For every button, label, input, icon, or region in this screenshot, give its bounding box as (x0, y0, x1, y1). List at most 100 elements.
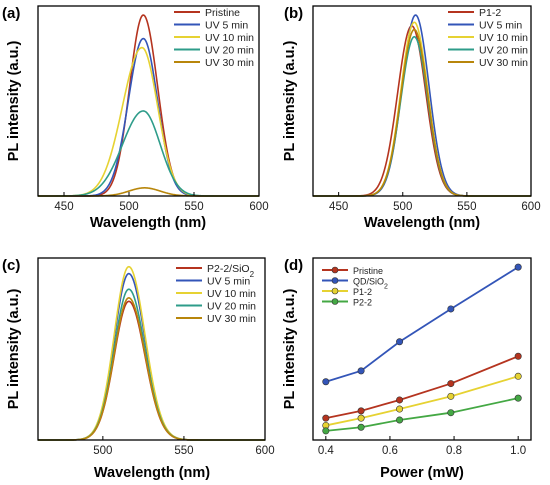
legend-label: P2-2 (353, 297, 372, 307)
legend-label-text: P1-2 (479, 7, 501, 19)
x-tick-label: 600 (249, 201, 268, 213)
x-tick-label: 550 (184, 201, 203, 213)
x-tick-label: 500 (119, 201, 138, 213)
legend-marker (331, 287, 339, 295)
data-point (514, 394, 522, 402)
legend-label: UV 10 min (479, 32, 528, 44)
x-tick-label: 450 (329, 201, 348, 213)
plot-frame (312, 257, 532, 441)
legend-label-subscript: 2 (384, 283, 388, 290)
legend-label: UV 20 min (479, 44, 528, 56)
legend-label-text: UV 5 min (205, 19, 248, 31)
x-axis-label: Power (mW) (380, 465, 464, 481)
y-axis-label: PL intensity (a.u.) (6, 289, 22, 410)
x-tick-label: 1.0 (510, 445, 526, 457)
data-point (514, 352, 522, 360)
legend-label-subscript: 2 (250, 269, 255, 278)
panel-c: (c) 500 550 600 Wavelength (nm) PL intensity … (2, 257, 275, 481)
legend-marker (331, 277, 339, 284)
legend-label-text: UV 10 min (479, 32, 528, 44)
y-axis-label: PL intensity (a.u.) (282, 41, 298, 162)
legend-label-text: UV 5 min (207, 275, 250, 287)
legend-label-text: P2-2 (353, 297, 372, 307)
legend-label: UV 30 min (207, 313, 256, 325)
x-tick-label: 500 (393, 201, 412, 213)
data-point (322, 414, 330, 422)
legend-label: UV 30 min (205, 57, 254, 69)
x-tick-label: 550 (457, 201, 476, 213)
legend-label: UV 10 min (205, 32, 254, 44)
legend-label: UV 5 min (479, 19, 522, 31)
panel-label: (c) (2, 257, 20, 274)
legend-label: P1-2 (479, 7, 501, 19)
x-axis-label: Wavelength (nm) (94, 465, 210, 481)
series-line-4 (38, 110, 259, 197)
data-point (447, 380, 455, 388)
panel-label: (b) (284, 5, 303, 22)
legend-label-text: Pristine (205, 7, 240, 19)
data-point (357, 414, 365, 422)
legend-label: UV 5 min (207, 275, 250, 287)
legend-label: Pristine (205, 7, 240, 19)
x-axis-label: Wavelength (nm) (364, 215, 480, 231)
data-point (357, 367, 365, 375)
data-point (396, 405, 404, 413)
legend-marker (331, 298, 339, 305)
legend-label-text: UV 30 min (207, 313, 256, 325)
x-tick-label: 600 (255, 445, 274, 457)
panel-d: (d) 0.4 0.6 0.8 1.0 Power (mW) PL intensity (a… (282, 257, 532, 481)
y-axis-label: PL intensity (a.u.) (282, 289, 298, 410)
legend-label: Pristine (353, 266, 383, 276)
series-line-3 (325, 375, 519, 427)
data-point (396, 416, 404, 424)
legend-label: UV 30 min (479, 57, 528, 69)
legend-label-text: UV 30 min (205, 57, 254, 69)
legend-label: QD/SiO2 (353, 276, 388, 290)
panel-label: (d) (284, 257, 303, 274)
y-axis-label: PL intensity (a.u.) (6, 41, 22, 162)
legend-label-text: P2-2/SiO (207, 263, 250, 275)
x-tick-label: 0.6 (382, 445, 398, 457)
data-point (396, 338, 404, 346)
legend-label: UV 20 min (205, 44, 254, 56)
data-point (322, 378, 330, 386)
legend-label-text: UV 20 min (205, 44, 254, 56)
x-tick-label: 550 (174, 445, 193, 457)
legend-label: P1-2 (353, 287, 372, 297)
legend-label: P2-2/SiO2 (207, 263, 255, 279)
x-tick-label: 0.8 (446, 445, 462, 457)
series-line-1 (325, 355, 519, 420)
legend-label-text: UV 10 min (207, 288, 256, 300)
plot-frame (37, 257, 266, 441)
series-line-3 (38, 46, 259, 197)
legend-label-text: UV 20 min (207, 300, 256, 312)
legend-label-text: UV 20 min (479, 44, 528, 56)
legend-label-text: Pristine (353, 266, 383, 276)
x-tick-label: 0.4 (318, 445, 335, 457)
legend-label: UV 10 min (207, 288, 256, 300)
plot-frame (37, 5, 260, 197)
data-point (396, 396, 404, 404)
data-point (514, 372, 522, 380)
panel-b: (b) 450 500 550 600 Wavelength (nm) PL intensi… (282, 5, 541, 231)
legend-label-text: P1-2 (353, 287, 372, 297)
data-point (322, 427, 330, 435)
legend-label: UV 5 min (205, 19, 248, 31)
panel-a: (a) 450 500 550 600 Wavelength (nm) PL intensi… (2, 5, 269, 231)
data-point (447, 409, 455, 417)
legend-label-text: QD/SiO (353, 276, 384, 286)
legend-marker (331, 266, 339, 274)
legend-label-text: UV 5 min (479, 19, 522, 31)
legend-label: UV 20 min (207, 300, 256, 312)
x-tick-label: 600 (521, 201, 540, 213)
plot-frame (312, 5, 532, 197)
series-line-5 (38, 187, 259, 197)
data-point (447, 392, 455, 400)
data-point (357, 423, 365, 431)
legend-label-text: UV 10 min (205, 32, 254, 44)
x-axis-label: Wavelength (nm) (90, 215, 206, 231)
panel-label: (a) (2, 5, 20, 22)
